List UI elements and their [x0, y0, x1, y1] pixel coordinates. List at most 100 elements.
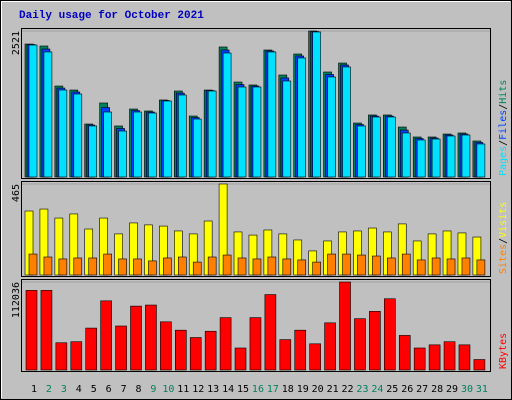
x-tick-label: 9	[150, 384, 156, 395]
bar	[324, 322, 336, 371]
y-tick-label: 2521	[11, 31, 22, 55]
x-tick-label: 25	[386, 384, 398, 395]
bar	[342, 253, 351, 276]
bar	[192, 261, 202, 276]
x-tick-label: 20	[312, 384, 324, 395]
bar	[28, 44, 38, 178]
bar	[234, 347, 247, 371]
x-tick-label: 24	[371, 384, 383, 395]
bar	[207, 90, 217, 178]
x-tick-label: 5	[91, 384, 97, 395]
bar	[28, 253, 38, 276]
legend-entry: Sites	[498, 244, 509, 274]
legend-entry: Pages	[498, 146, 509, 176]
bar	[446, 135, 456, 178]
bar	[55, 342, 68, 371]
bar	[115, 325, 127, 371]
x-tick-label: 27	[416, 384, 428, 395]
bar	[264, 294, 277, 371]
bar	[145, 304, 157, 371]
legend: Pages/Files/Hits	[498, 80, 509, 176]
bar	[282, 80, 292, 178]
bar	[458, 344, 471, 371]
bar	[88, 125, 98, 178]
bar	[354, 318, 366, 371]
bar	[476, 143, 486, 178]
x-tick-label: 19	[297, 384, 309, 395]
bar	[204, 330, 217, 371]
legend-separator: /	[498, 238, 509, 244]
bar	[476, 259, 486, 276]
bar	[357, 254, 366, 276]
x-tick-label: 6	[106, 384, 112, 395]
legend-entry: Hits	[498, 80, 509, 104]
bar	[357, 125, 366, 178]
bar	[252, 258, 262, 276]
x-tick-label: 31	[476, 384, 488, 395]
x-tick-label: 15	[237, 384, 249, 395]
bar	[384, 298, 396, 371]
x-tick-label: 12	[192, 384, 204, 395]
bar	[473, 359, 486, 371]
bar	[103, 111, 112, 178]
bar	[222, 254, 232, 276]
bar	[207, 256, 217, 276]
bar	[70, 341, 83, 371]
x-tick-label: 28	[431, 384, 443, 395]
bar	[312, 261, 321, 276]
x-tick-label: 14	[222, 384, 234, 395]
bar	[431, 138, 441, 178]
bar	[118, 258, 127, 276]
bar	[103, 253, 112, 276]
x-tick-label: 1	[31, 384, 37, 395]
bar	[297, 259, 307, 276]
x-tick-label: 11	[177, 384, 189, 395]
bar	[461, 257, 471, 276]
x-tick-label: 7	[121, 384, 127, 395]
bar	[431, 257, 441, 276]
bar	[267, 256, 277, 276]
legend-entry: KBytes	[498, 333, 509, 369]
bar	[387, 257, 396, 276]
legend-entry: Visits	[498, 202, 509, 238]
bar	[401, 132, 411, 178]
bar	[294, 329, 307, 371]
bar	[369, 311, 381, 371]
bar	[282, 258, 292, 276]
bar	[443, 341, 456, 371]
bar	[416, 139, 426, 178]
bar	[88, 257, 98, 276]
bar	[175, 329, 187, 371]
x-tick-label: 4	[76, 384, 82, 395]
legend: KBytes	[498, 333, 509, 369]
bar	[163, 100, 172, 178]
x-tick-label: 10	[162, 384, 174, 395]
bar	[189, 337, 202, 371]
x-tick-label: 29	[446, 384, 458, 395]
bar	[148, 112, 157, 178]
bar	[222, 52, 232, 178]
bar	[118, 130, 127, 178]
chart-title: Daily usage for October 2021	[19, 10, 204, 22]
bar	[416, 259, 426, 276]
bar	[461, 134, 471, 178]
x-tick-label: 2	[46, 384, 52, 395]
bar	[237, 257, 247, 276]
legend-separator: /	[498, 140, 509, 146]
bar	[192, 118, 202, 178]
bar	[40, 290, 53, 371]
bar	[73, 93, 83, 178]
x-tick-label: 13	[207, 384, 219, 395]
bar	[58, 258, 68, 276]
bar	[25, 290, 38, 371]
bar	[327, 253, 336, 276]
bar	[327, 76, 336, 178]
bar	[372, 255, 381, 276]
bar	[58, 89, 68, 178]
bar	[178, 256, 187, 276]
bar	[372, 116, 381, 178]
x-tick-label: 16	[252, 384, 264, 395]
bar	[279, 339, 292, 371]
legend-entry: Files	[498, 110, 509, 140]
